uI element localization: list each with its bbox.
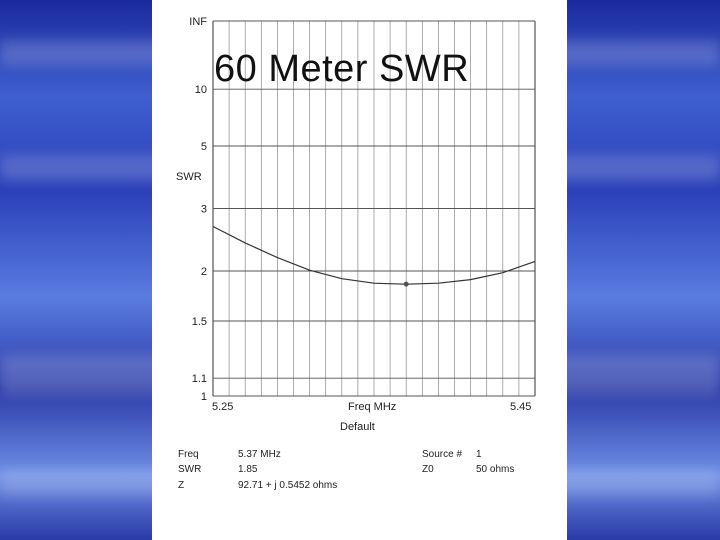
swr-series-line — [212, 225, 536, 285]
readout-freq-value: 5.37 MHz — [238, 449, 281, 460]
y-tick-label: 1.1 — [192, 373, 207, 385]
readout-z0-value: 50 ohms — [476, 464, 515, 475]
slide-title: 60 Meter SWR — [214, 48, 470, 90]
x-axis-label: Freq MHz — [348, 401, 396, 413]
readout-z-label: Z — [178, 480, 185, 491]
chart-footer-label: Default — [340, 421, 375, 433]
readout-swr-value: 1.85 — [238, 464, 258, 475]
y-axis-label: SWR — [176, 171, 202, 183]
y-tick-label: 10 — [195, 84, 207, 96]
y-tick-label: 2 — [201, 266, 207, 278]
readout-source-value: 1 — [476, 449, 482, 460]
frequency-marker — [403, 281, 409, 287]
y-tick-label: INF — [189, 16, 207, 28]
readout-source-label: Source # — [422, 449, 463, 460]
y-tick-labels: INF 10 5 3 2 1.5 1.1 1 — [189, 16, 207, 403]
readout-swr-label: SWR — [178, 464, 202, 475]
readout-z0-label: Z0 — [422, 464, 434, 475]
readout-z-value: 92.71 + j 0.5452 ohms — [238, 480, 338, 491]
y-tick-label: 3 — [201, 204, 207, 216]
x-tick-min: 5.25 — [212, 401, 233, 413]
y-tick-label: 1.5 — [192, 316, 207, 328]
chart-grid — [212, 20, 536, 397]
y-tick-label: 1 — [201, 391, 207, 403]
readout-freq-label: Freq — [178, 449, 199, 460]
y-tick-label: 5 — [201, 141, 207, 153]
swr-chart-sheet — [152, 0, 567, 540]
x-tick-max: 5.45 — [510, 401, 531, 413]
